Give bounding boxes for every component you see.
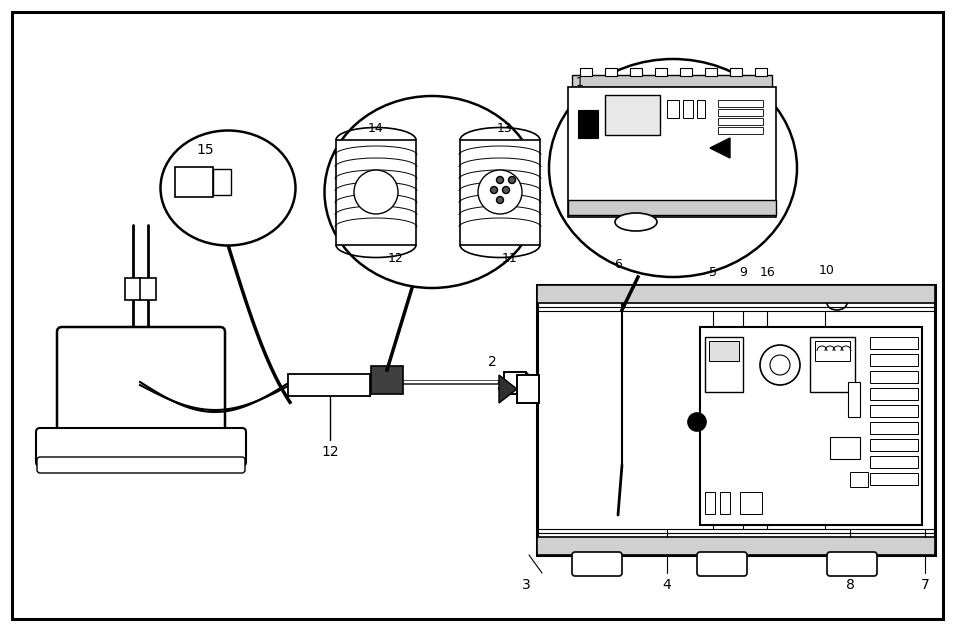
Bar: [537, 285, 935, 555]
Text: 14: 14: [368, 122, 384, 134]
Bar: [175, 167, 213, 197]
Bar: [848, 382, 860, 417]
Bar: [870, 371, 918, 383]
Polygon shape: [526, 372, 537, 394]
Bar: [460, 140, 540, 245]
Bar: [870, 405, 918, 417]
Bar: [870, 388, 918, 400]
Bar: [740, 492, 762, 514]
FancyBboxPatch shape: [697, 552, 747, 576]
FancyBboxPatch shape: [37, 457, 245, 473]
Bar: [718, 109, 763, 116]
Bar: [683, 100, 693, 118]
Text: 12: 12: [321, 445, 339, 459]
Bar: [730, 68, 742, 76]
Bar: [755, 68, 767, 76]
Text: 7: 7: [921, 578, 929, 592]
FancyBboxPatch shape: [57, 327, 225, 440]
Text: 6: 6: [614, 257, 622, 271]
Polygon shape: [710, 138, 730, 158]
Text: 4: 4: [663, 578, 671, 592]
Bar: [213, 169, 231, 195]
FancyBboxPatch shape: [36, 428, 246, 466]
Ellipse shape: [160, 131, 295, 245]
Text: 13: 13: [498, 122, 513, 134]
Bar: [810, 337, 855, 392]
Bar: [870, 439, 918, 451]
Bar: [572, 75, 772, 87]
Circle shape: [497, 196, 503, 204]
Bar: [870, 456, 918, 468]
Bar: [870, 473, 918, 485]
Bar: [870, 354, 918, 366]
Circle shape: [502, 187, 510, 194]
Bar: [697, 100, 705, 118]
Bar: [720, 492, 730, 514]
Text: 5: 5: [709, 266, 717, 280]
Text: 15: 15: [196, 143, 214, 157]
Ellipse shape: [325, 96, 540, 288]
Bar: [336, 140, 416, 245]
Bar: [537, 285, 935, 303]
Bar: [517, 375, 539, 403]
Text: 3: 3: [522, 578, 531, 592]
Bar: [537, 537, 935, 555]
Text: 9: 9: [739, 266, 747, 280]
Bar: [705, 68, 717, 76]
Text: 16: 16: [760, 266, 775, 280]
Bar: [140, 278, 156, 300]
Bar: [605, 95, 660, 135]
Bar: [700, 327, 922, 525]
Text: 8: 8: [845, 578, 855, 592]
Bar: [870, 337, 918, 349]
Bar: [371, 366, 403, 394]
Bar: [578, 110, 598, 138]
Text: 2: 2: [488, 355, 497, 369]
Bar: [568, 200, 776, 215]
Bar: [630, 68, 642, 76]
Bar: [718, 100, 763, 107]
Bar: [718, 118, 763, 125]
Circle shape: [478, 170, 522, 214]
Circle shape: [760, 345, 800, 385]
Bar: [504, 372, 526, 394]
Bar: [850, 472, 868, 487]
Bar: [705, 337, 743, 392]
Bar: [288, 374, 370, 396]
Text: 11: 11: [502, 252, 518, 264]
FancyBboxPatch shape: [572, 552, 622, 576]
Bar: [709, 341, 739, 361]
Ellipse shape: [615, 213, 657, 231]
Ellipse shape: [549, 59, 797, 277]
FancyBboxPatch shape: [827, 552, 877, 576]
Text: 10: 10: [819, 264, 835, 278]
Bar: [680, 68, 692, 76]
Bar: [655, 68, 667, 76]
Bar: [830, 437, 860, 459]
Text: 1: 1: [576, 76, 584, 88]
Bar: [568, 87, 776, 217]
Bar: [605, 68, 617, 76]
Polygon shape: [499, 375, 517, 403]
Bar: [125, 278, 141, 300]
Circle shape: [688, 413, 706, 431]
Circle shape: [491, 187, 498, 194]
Circle shape: [770, 355, 790, 375]
Circle shape: [497, 177, 503, 184]
Text: 12: 12: [388, 252, 404, 264]
Circle shape: [354, 170, 398, 214]
Bar: [718, 127, 763, 134]
Bar: [870, 422, 918, 434]
Bar: [815, 341, 850, 361]
Bar: [667, 100, 679, 118]
Bar: [705, 492, 715, 514]
Circle shape: [508, 177, 516, 184]
Bar: [580, 68, 592, 76]
